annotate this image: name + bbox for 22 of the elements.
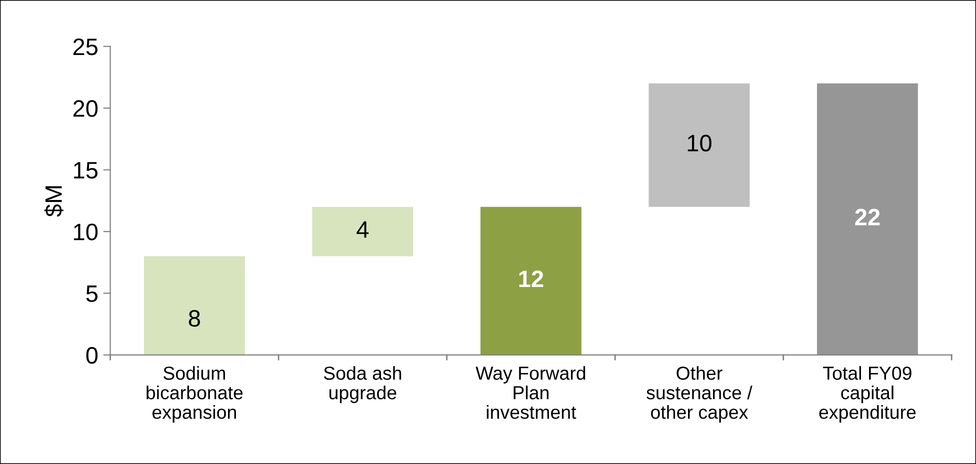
x-tick-label: Other sustenance / other capex [646,366,752,423]
x-tick-label: Sodium bicarbonate expansion [146,366,243,423]
x-tick-label: Way Forward Plan investment [476,366,586,419]
y-tick-label: 0 [86,347,98,364]
x-tick-label: Total FY09 capital expenditure [819,366,916,423]
data-label: 8 [188,310,200,327]
bar [144,256,245,355]
y-tick-label: 5 [86,286,98,302]
data-label: 4 [356,221,369,238]
bar [312,206,414,256]
y-axis-title: $M [44,186,64,217]
data-label: 10 [688,134,712,152]
y-tick-label: 25 [73,38,98,56]
bar [648,83,750,207]
x-tick-label: Soda ash upgrade [324,366,402,404]
y-tick-label: 10 [74,224,98,240]
bar [816,83,918,355]
y-tick-label: 20 [73,100,98,117]
bar [480,206,582,355]
y-tick-label: 15 [74,162,98,179]
data-label: 12 [519,270,544,288]
data-label: 22 [855,208,880,226]
